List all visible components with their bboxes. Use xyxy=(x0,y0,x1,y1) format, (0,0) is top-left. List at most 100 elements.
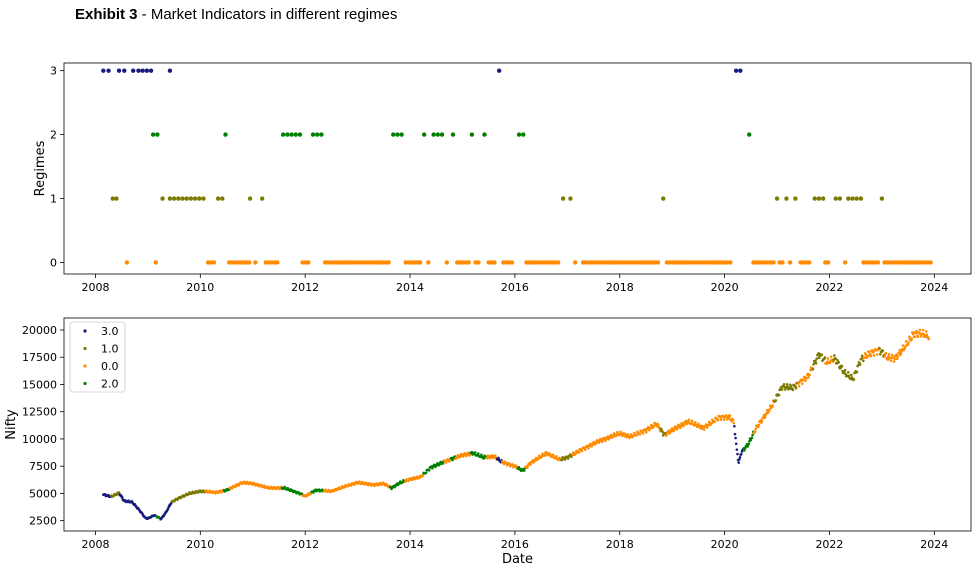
regimes-scatter-chart: 2008 2010 2012 2014 2016 2018 2020 2022 2024 0 1 2 3… xyxy=(33,62,972,294)
nifty-point-0-0 xyxy=(829,355,833,358)
regime-point-1-0 xyxy=(171,196,177,201)
regime-point-0-0 xyxy=(509,260,515,265)
nifty-point-1-0 xyxy=(840,364,844,368)
regime-point-0-0 xyxy=(842,260,848,265)
nifty-point-1-0 xyxy=(879,352,882,356)
nifty-point-0-0 xyxy=(912,331,915,335)
regime-point-2-0 xyxy=(391,132,396,137)
nifty-point-0-0 xyxy=(754,427,758,431)
regime-point-1-0 xyxy=(793,196,798,201)
regime-point-1-0 xyxy=(879,196,885,201)
nifty-point-0-0 xyxy=(921,328,925,332)
regime-point-3-0 xyxy=(144,68,150,73)
nifty-point-2-0 xyxy=(480,453,483,457)
regime-point-3-0 xyxy=(136,68,141,73)
regime-point-3-0 xyxy=(140,68,145,73)
nifty-point-0-0 xyxy=(710,421,713,425)
nifty-point-0-0 xyxy=(594,442,598,445)
nifty-point-1-0 xyxy=(780,388,784,391)
regime-point-3-0 xyxy=(116,68,122,73)
regime-point-1-0 xyxy=(110,196,115,201)
regime-point-2-0 xyxy=(747,132,752,137)
exhibit-title: Exhibit 3 - Market Indicators in differe… xyxy=(75,6,397,23)
nifty-scatter-chart: 2008 2010 2012 2014 2016 2018 2020 2022 2024 2500… xyxy=(4,317,972,567)
regime-point-2-0 xyxy=(150,132,156,137)
regime-point-2-0 xyxy=(289,132,294,137)
x-tick-label: 2012 xyxy=(291,538,319,551)
regime-point-2-0 xyxy=(293,132,298,137)
regime-point-0-0 xyxy=(386,260,391,265)
nifty-point-3-0 xyxy=(738,458,741,461)
nifty-point-0-0 xyxy=(887,355,890,358)
regime-point-1-0 xyxy=(180,196,185,201)
nifty-point-2-0 xyxy=(470,450,474,454)
nifty-point-1-0 xyxy=(820,353,824,357)
y-axis-label: Regimes xyxy=(33,140,48,196)
nifty-point-0-0 xyxy=(889,359,893,363)
nifty-point-0-0 xyxy=(915,330,919,333)
nifty-point-0-0 xyxy=(807,376,810,379)
y-axis-label: Nifty xyxy=(4,409,19,440)
legend-marker xyxy=(83,346,87,351)
nifty-point-0-0 xyxy=(896,355,900,358)
nifty-point-1-0 xyxy=(560,458,564,462)
nifty-point-0-0 xyxy=(698,424,702,428)
y-tick-label: 17500 xyxy=(22,351,57,364)
nifty-point-1-0 xyxy=(811,367,815,371)
regime-point-2-0 xyxy=(482,132,487,137)
nifty-point-0-0 xyxy=(719,418,723,421)
nifty-point-0-0 xyxy=(580,449,584,453)
y-tick-label: 3 xyxy=(50,65,57,78)
nifty-point-0-0 xyxy=(665,434,668,437)
regime-point-0-0 xyxy=(426,260,431,265)
nifty-point-2-0 xyxy=(427,469,431,472)
y-tick-label: 7500 xyxy=(29,460,57,473)
regime-point-1-0 xyxy=(188,196,194,201)
nifty-point-0-0 xyxy=(682,423,686,426)
nifty-point-0-0 xyxy=(635,433,639,437)
regime-point-0-0 xyxy=(124,260,130,265)
nifty-point-0-0 xyxy=(656,423,660,427)
y-tick-label: 0 xyxy=(50,256,57,269)
nifty-point-1-0 xyxy=(812,362,815,366)
regime-point-0-0 xyxy=(306,260,311,265)
legend-label: 2.0 xyxy=(101,378,119,391)
regime-point-1-0 xyxy=(197,196,202,201)
regime-point-3-0 xyxy=(131,68,136,73)
nifty-point-0-0 xyxy=(768,408,771,411)
nifty-point-3-0 xyxy=(739,453,743,456)
nifty-point-0-0 xyxy=(924,330,928,333)
regime-point-2-0 xyxy=(435,132,441,137)
regime-point-2-0 xyxy=(319,132,324,137)
nifty-point-0-0 xyxy=(875,353,879,356)
nifty-point-1-0 xyxy=(815,357,819,360)
regime-point-0-0 xyxy=(572,260,578,265)
nifty-point-0-0 xyxy=(892,360,896,363)
regime-point-0-0 xyxy=(875,260,881,265)
regime-point-2-0 xyxy=(285,132,290,137)
regime-point-0-0 xyxy=(275,260,280,265)
regime-point-2-0 xyxy=(439,132,445,137)
x-tick-label: 2008 xyxy=(81,281,109,294)
regime-point-3-0 xyxy=(148,68,154,73)
nifty-point-0-0 xyxy=(616,430,619,434)
regime-point-2-0 xyxy=(431,132,436,137)
regime-point-2-0 xyxy=(421,132,427,137)
nifty-point-0-0 xyxy=(728,414,732,418)
nifty-point-1-0 xyxy=(850,373,853,377)
nifty-point-0-0 xyxy=(883,354,886,358)
x-tick-label: 2018 xyxy=(606,538,634,551)
nifty-point-0-0 xyxy=(641,432,645,435)
nifty-point-0-0 xyxy=(609,433,613,437)
nifty-point-3-0 xyxy=(733,424,736,428)
regime-point-3-0 xyxy=(122,68,127,73)
regime-point-1-0 xyxy=(176,196,181,201)
x-tick-label: 2008 xyxy=(81,538,109,551)
nifty-point-1-0 xyxy=(791,388,795,392)
nifty-point-0-0 xyxy=(644,430,648,434)
regime-point-1-0 xyxy=(833,196,838,201)
nifty-point-0-0 xyxy=(872,354,876,357)
plot-frame xyxy=(63,317,972,532)
regime-point-1-0 xyxy=(812,196,817,201)
nifty-point-0-0 xyxy=(701,425,705,428)
